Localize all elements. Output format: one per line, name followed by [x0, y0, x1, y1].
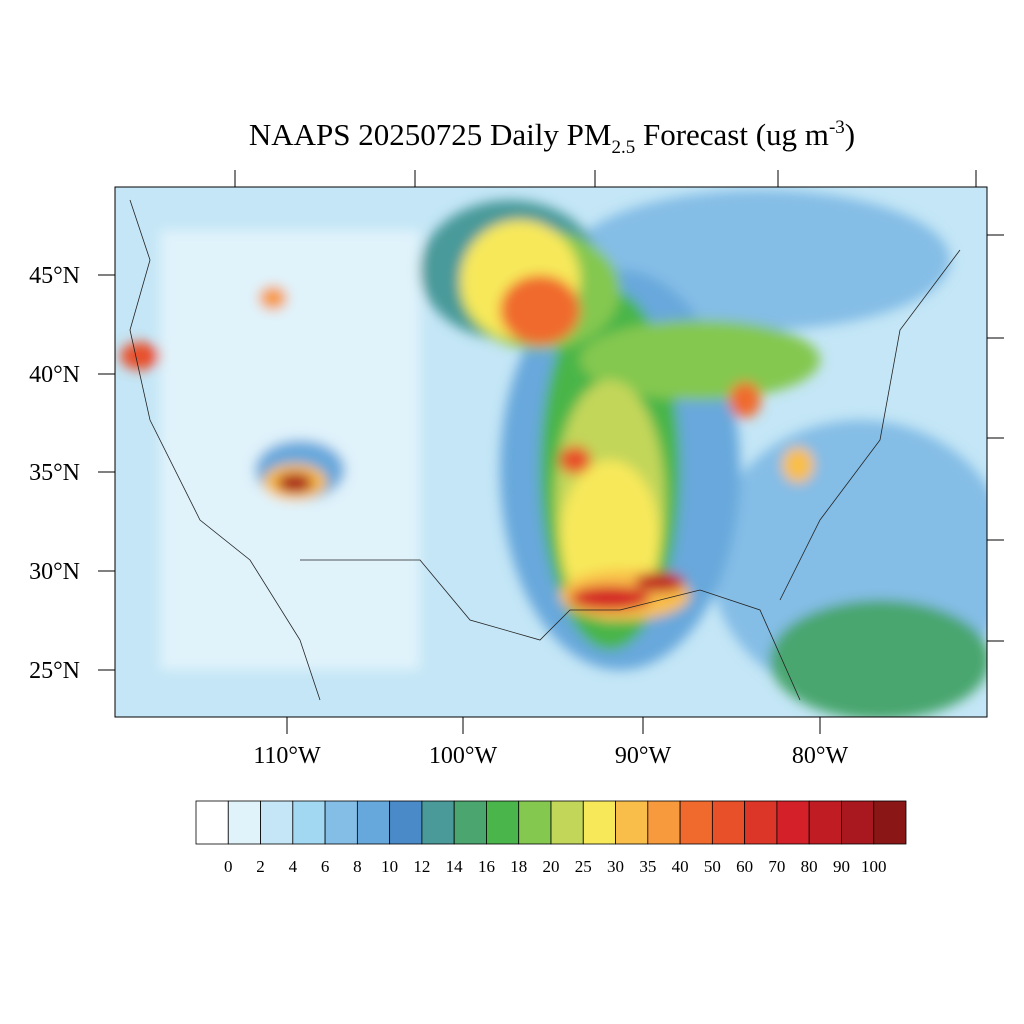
- title-end: ): [845, 117, 855, 152]
- colorbar-box: [195, 800, 229, 845]
- lat-label: 35°N: [29, 460, 80, 486]
- colorbar-label: 90: [833, 857, 850, 876]
- lon-label: 100°W: [429, 743, 498, 769]
- colorbar-box: [550, 800, 584, 845]
- colorbar-box: [776, 800, 810, 845]
- colorbar-box: [356, 800, 391, 845]
- colorbar-box: [324, 800, 358, 845]
- colorbar-label: 10: [381, 857, 398, 876]
- colorbar-box: [292, 800, 326, 845]
- concentration-shading: [120, 190, 987, 717]
- lat-label: 25°N: [29, 658, 80, 684]
- frame-ticks: [98, 170, 1004, 734]
- colorbar-box: [744, 800, 778, 845]
- lat-label: 40°N: [29, 362, 80, 388]
- colorbar-label: 20: [543, 857, 560, 876]
- colorbar-label: 25: [575, 857, 592, 876]
- lat-label: 30°N: [29, 559, 80, 585]
- title: NAAPS 20250725 Daily PM2.5 Forecast (ug …: [249, 117, 855, 158]
- colorbar-box: [389, 800, 423, 845]
- colorbar-label: 0: [224, 857, 233, 876]
- colorbar-label: 80: [801, 857, 818, 876]
- colorbar-box: [582, 800, 616, 845]
- colorbar-label: 50: [704, 857, 721, 876]
- colorbar-label: 14: [446, 857, 464, 876]
- colorbar-label: 40: [672, 857, 689, 876]
- colorbar-label: 35: [639, 857, 656, 876]
- colorbar-box: [421, 800, 455, 845]
- colorbar-label: 30: [607, 857, 624, 876]
- title-superscript: -3: [829, 117, 845, 138]
- coastline: [129, 199, 961, 701]
- map-frame: [114, 186, 988, 718]
- map-field: [115, 187, 987, 717]
- colorbar-box: [647, 800, 681, 845]
- title-middle: Forecast (ug m: [635, 117, 829, 152]
- colorbar-box: [679, 800, 713, 845]
- colorbar-label: 18: [510, 857, 527, 876]
- lon-label: 90°W: [615, 743, 672, 769]
- colorbar-label: 6: [321, 857, 330, 876]
- colorbar-box: [808, 800, 842, 845]
- colorbar-box: [453, 800, 487, 845]
- title-start: NAAPS 20250725 Daily PM: [249, 117, 612, 152]
- lon-label: 110°W: [253, 743, 321, 769]
- colorbar-label: 8: [353, 857, 362, 876]
- colorbar-box: [260, 800, 294, 845]
- lon-label: 80°W: [792, 743, 849, 769]
- colorbar-label: 60: [736, 857, 753, 876]
- colorbar-box: [711, 800, 746, 845]
- colorbar-label: 4: [289, 857, 298, 876]
- colorbar-box: [518, 800, 552, 845]
- colorbar-label: 2: [256, 857, 265, 876]
- colorbar-box: [841, 800, 875, 845]
- colorbar-box: [615, 800, 649, 845]
- colorbar-box: [873, 800, 907, 845]
- lat-label: 45°N: [29, 263, 80, 289]
- colorbar-box: [227, 800, 261, 845]
- colorbar-label: 100: [861, 857, 887, 876]
- colorbar-box: [486, 800, 520, 845]
- colorbar-label: 12: [413, 857, 430, 876]
- title-subscript: 2.5: [611, 137, 635, 158]
- colorbar-label: 16: [478, 857, 495, 876]
- colorbar-label: 70: [768, 857, 785, 876]
